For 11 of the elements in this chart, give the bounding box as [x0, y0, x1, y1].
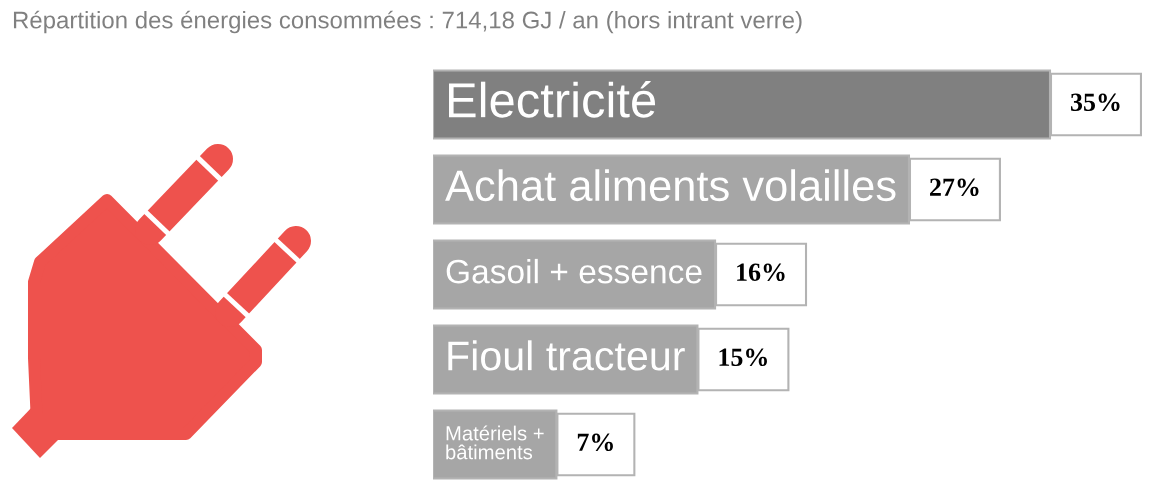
y-tick-label: Fioul tracteur	[448, 340, 685, 371]
data-label: 27%	[930, 178, 979, 197]
y-tick-label: Electricité	[449, 81, 656, 118]
data-label: 16%	[737, 263, 785, 282]
y-tick-label: Achat aliments volailles	[445, 169, 896, 202]
data-label: 15%	[719, 348, 767, 367]
chart-title: Répartition des énergies consommées : 714,18 GJ / an (hors intrant verre)	[13, 10, 802, 34]
y-tick-label: Gasoil + essence	[446, 258, 702, 284]
y-tick-label: Matériels + bâtiments	[446, 425, 544, 460]
data-label: 35%	[1070, 93, 1120, 112]
data-label: 7%	[577, 433, 613, 452]
